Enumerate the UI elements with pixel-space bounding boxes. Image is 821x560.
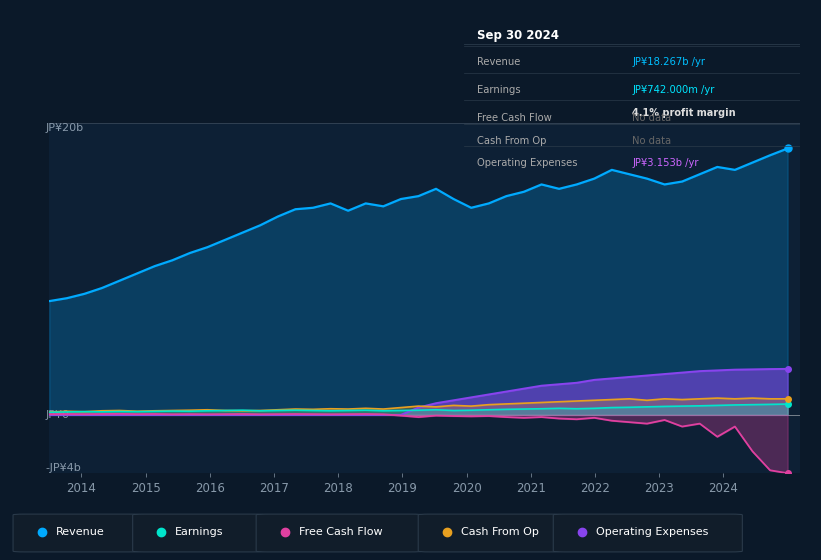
- Text: No data: No data: [632, 113, 672, 123]
- Text: Cash From Op: Cash From Op: [461, 527, 539, 537]
- Text: No data: No data: [632, 136, 672, 146]
- Text: Cash From Op: Cash From Op: [477, 136, 547, 146]
- Text: Free Cash Flow: Free Cash Flow: [299, 527, 383, 537]
- FancyBboxPatch shape: [13, 514, 140, 552]
- Text: Free Cash Flow: Free Cash Flow: [477, 113, 552, 123]
- Text: JP¥20b: JP¥20b: [45, 123, 84, 133]
- Text: Revenue: Revenue: [56, 527, 104, 537]
- Text: JP¥742.000m /yr: JP¥742.000m /yr: [632, 85, 714, 95]
- FancyBboxPatch shape: [133, 514, 264, 552]
- Text: JP¥0: JP¥0: [45, 410, 70, 420]
- Text: 4.1% profit margin: 4.1% profit margin: [632, 108, 736, 118]
- Text: Operating Expenses: Operating Expenses: [477, 158, 578, 168]
- Text: Earnings: Earnings: [175, 527, 223, 537]
- Text: -JP¥4b: -JP¥4b: [45, 463, 81, 473]
- FancyBboxPatch shape: [553, 514, 742, 552]
- Text: JP¥3.153b /yr: JP¥3.153b /yr: [632, 158, 699, 168]
- Text: Operating Expenses: Operating Expenses: [596, 527, 708, 537]
- Text: Earnings: Earnings: [477, 85, 521, 95]
- FancyBboxPatch shape: [256, 514, 422, 552]
- Text: JP¥18.267b /yr: JP¥18.267b /yr: [632, 57, 705, 67]
- FancyBboxPatch shape: [418, 514, 561, 552]
- Text: Revenue: Revenue: [477, 57, 521, 67]
- Text: Sep 30 2024: Sep 30 2024: [477, 29, 559, 41]
